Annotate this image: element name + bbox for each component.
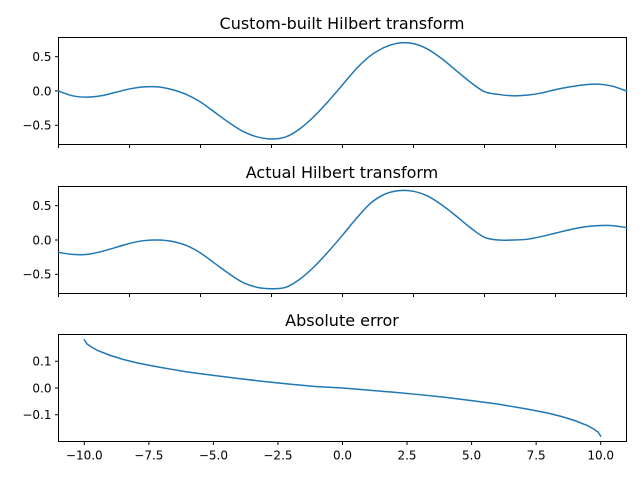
- subplot-2-y-ticks: −0.5 0.0 0.5: [22, 199, 59, 282]
- x-tick-label: −10.0: [66, 449, 103, 463]
- subplot-2-title: Actual Hilbert transform: [246, 163, 439, 182]
- subplot-2-x-ticks: [58, 293, 627, 297]
- subplot-1-frame: [58, 37, 627, 145]
- x-tick-label: 5.0: [462, 449, 481, 463]
- subplot-1-y-ticks: −0.5 0.0 0.5: [22, 50, 59, 133]
- x-tick-label: −7.5: [134, 449, 163, 463]
- y-tick-label: −0.5: [22, 119, 51, 133]
- x-tick-label: 2.5: [397, 449, 416, 463]
- y-tick-label: 0.0: [32, 84, 51, 98]
- subplot-2: Actual Hilbert transform −0.5 0.0 0.5: [22, 163, 628, 297]
- subplot-3-y-ticks: −0.1 0.0 0.1: [22, 355, 59, 422]
- y-tick-label: 0.5: [32, 50, 51, 64]
- subplot-2-series-line: [57, 189, 628, 290]
- y-tick-label: −0.5: [22, 268, 51, 282]
- subplot-3-title: Absolute error: [285, 311, 399, 330]
- subplot-3-series-line: [83, 338, 602, 438]
- y-tick-label: 0.0: [32, 381, 51, 395]
- subplot-3: Absolute error −10.0 −7.5 −5.0 −2.5 0.0 2.5 5.…: [22, 311, 627, 463]
- subplot-1-series-line: [57, 41, 628, 140]
- x-tick-label: −2.5: [263, 449, 292, 463]
- subplot-1-title: Custom-built Hilbert transform: [220, 14, 465, 33]
- subplot-1-x-ticks: [58, 144, 627, 148]
- x-tick-label: 0.0: [333, 449, 352, 463]
- subplot-3-x-ticks: −10.0 −7.5 −5.0 −2.5 0.0 2.5 5.0 7.5 10.0: [66, 441, 614, 463]
- subplot-1: Custom-built Hilbert transform −0.5 0.0 0.…: [22, 14, 628, 148]
- y-tick-label: −0.1: [22, 408, 51, 422]
- x-tick-label: −5.0: [199, 449, 228, 463]
- y-tick-label: 0.0: [32, 233, 51, 247]
- y-tick-label: 0.5: [32, 199, 51, 213]
- x-tick-label: 7.5: [527, 449, 546, 463]
- x-tick-label: 10.0: [587, 449, 614, 463]
- y-tick-label: 0.1: [32, 355, 51, 369]
